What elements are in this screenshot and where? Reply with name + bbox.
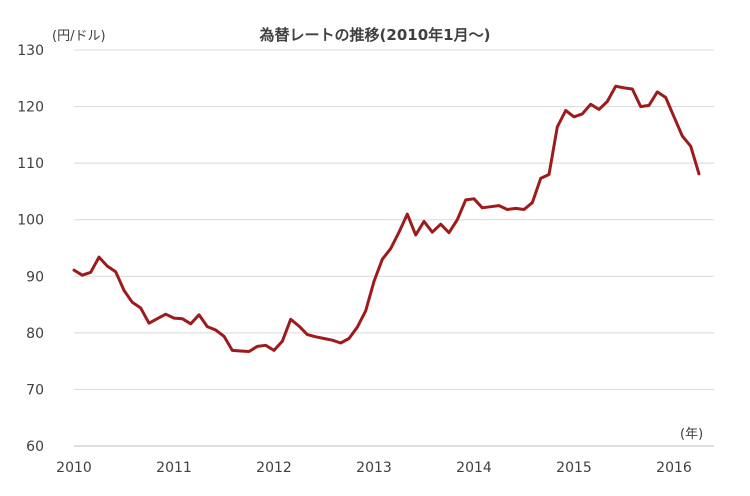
chart-title: 為替レートの推移(2010年1月～) bbox=[259, 26, 491, 44]
exchange-rate-series-line bbox=[72, 84, 701, 353]
y-tick-label: 110 bbox=[17, 156, 44, 172]
series-layer bbox=[72, 84, 701, 353]
x-tick-label: 2016 bbox=[656, 460, 692, 476]
y-tick-label: 80 bbox=[26, 326, 44, 342]
y-tick-label: 100 bbox=[17, 213, 44, 229]
x-axis-unit-label: (年) bbox=[680, 427, 703, 442]
x-tick-label: 2010 bbox=[56, 460, 92, 476]
gridlines bbox=[74, 49, 714, 447]
y-tick-label: 120 bbox=[17, 100, 44, 116]
y-axis-ticks: 60 70 80 90 100 110 120 130 bbox=[17, 43, 44, 455]
y-tick-label: 70 bbox=[26, 382, 44, 398]
y-tick-label: 60 bbox=[26, 439, 44, 455]
x-tick-label: 2013 bbox=[356, 460, 392, 476]
x-tick-label: 2014 bbox=[456, 460, 492, 476]
x-tick-label: 2015 bbox=[556, 460, 592, 476]
y-tick-label: 90 bbox=[26, 269, 44, 285]
y-axis-unit-label: (円/ドル) bbox=[52, 29, 106, 44]
x-tick-label: 2011 bbox=[156, 460, 192, 476]
x-axis-ticks: 2010 2011 2012 2013 2014 2015 2016 bbox=[56, 460, 692, 476]
y-tick-label: 130 bbox=[17, 43, 44, 59]
x-tick-label: 2012 bbox=[256, 460, 292, 476]
